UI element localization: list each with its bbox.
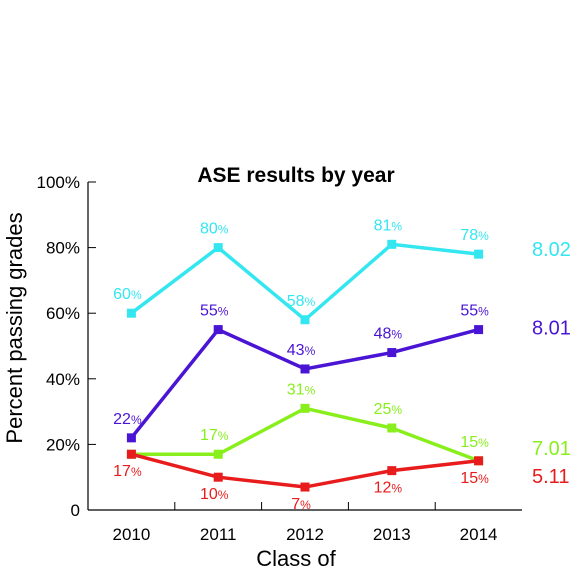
data-label: 25% bbox=[374, 401, 403, 418]
y-tick-label: 40% bbox=[46, 370, 80, 389]
x-tick-label: 2013 bbox=[373, 525, 411, 544]
series-8.01: 22% 55% 43% 48% 55% 8.01 bbox=[113, 303, 571, 443]
chart-title: ASE results by year bbox=[197, 164, 394, 187]
series-end-label: 7.01 bbox=[532, 438, 571, 460]
data-label: 31% bbox=[287, 381, 316, 398]
data-point bbox=[387, 239, 397, 249]
data-label: 15% bbox=[460, 470, 489, 487]
series-end-label: 5.11 bbox=[532, 466, 569, 488]
series-layer: 17% 31% 25% 15% 7.01 17% 10% 7% 12% 15% 5.11 22% 55%… bbox=[113, 217, 571, 513]
data-label: 55% bbox=[460, 303, 489, 320]
data-label: 43% bbox=[287, 342, 316, 359]
data-label: 78% bbox=[460, 227, 489, 244]
data-point bbox=[213, 472, 223, 482]
data-label: 80% bbox=[200, 221, 229, 238]
data-label: 58% bbox=[287, 293, 316, 310]
data-point bbox=[126, 433, 136, 443]
series-end-label: 8.02 bbox=[532, 239, 571, 261]
data-label: 22% bbox=[113, 411, 142, 428]
data-point bbox=[474, 325, 484, 335]
data-label: 15% bbox=[460, 434, 489, 451]
y-tick-label: 0 bbox=[71, 501, 80, 520]
x-tick-label: 2014 bbox=[460, 525, 498, 544]
data-point bbox=[300, 364, 310, 374]
data-point bbox=[213, 243, 223, 253]
data-point bbox=[126, 308, 136, 318]
data-point bbox=[300, 482, 310, 492]
y-tick-label: 60% bbox=[46, 304, 80, 323]
x-tick-label: 2011 bbox=[200, 525, 237, 544]
data-point bbox=[300, 315, 310, 325]
data-point bbox=[213, 449, 223, 459]
data-label: 60% bbox=[113, 286, 142, 303]
series-end-label: 8.01 bbox=[532, 318, 571, 340]
series-line bbox=[131, 406, 480, 463]
y-tick-label: 20% bbox=[46, 435, 80, 454]
data-point bbox=[387, 466, 397, 476]
data-label: 17% bbox=[113, 463, 142, 480]
data-point bbox=[387, 348, 397, 358]
data-label: 48% bbox=[374, 326, 403, 343]
data-label: 12% bbox=[374, 480, 403, 497]
data-point bbox=[387, 423, 397, 433]
data-point bbox=[300, 403, 310, 413]
data-label: 7% bbox=[291, 496, 311, 513]
data-label: 10% bbox=[200, 486, 229, 503]
series-line bbox=[130, 452, 479, 489]
series-7.01: 17% 31% 25% 15% 7.01 bbox=[126, 381, 571, 466]
y-tick-label: 100% bbox=[37, 173, 80, 192]
y-axis-label: Percent passing grades bbox=[2, 212, 27, 443]
series-8.02: 60% 80% 58% 81% 78% 8.02 bbox=[113, 217, 571, 325]
data-label: 17% bbox=[200, 427, 229, 444]
x-tick-label: 2010 bbox=[112, 525, 150, 544]
data-point bbox=[126, 449, 136, 459]
data-point bbox=[474, 456, 484, 466]
y-tick-label: 80% bbox=[46, 239, 80, 258]
axes: 0 20% 40% 60% 80% 100% 2010 2011 2012 2013 2014 bbox=[37, 173, 522, 544]
data-point bbox=[474, 249, 484, 259]
series-5.11: 17% 10% 7% 12% 15% 5.11 bbox=[113, 449, 569, 513]
x-tick-label: 2012 bbox=[286, 525, 324, 544]
data-label: 81% bbox=[374, 217, 403, 234]
data-point bbox=[213, 325, 223, 335]
x-axis-label: Class of bbox=[256, 546, 336, 571]
data-label: 55% bbox=[200, 303, 229, 320]
